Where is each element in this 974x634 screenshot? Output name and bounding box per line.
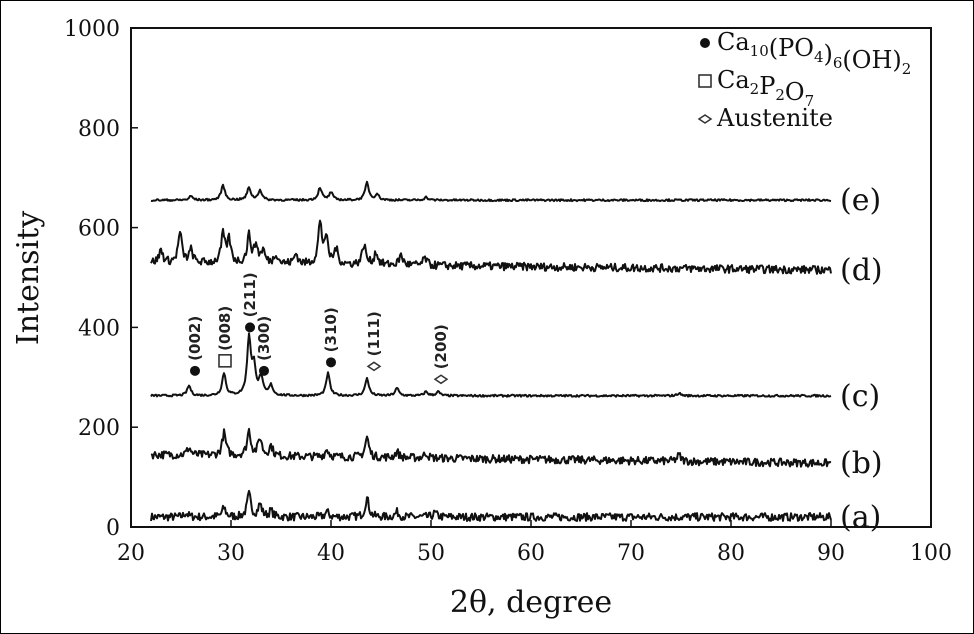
peak-label: (211) [241,272,259,317]
x-tick-label: 70 [617,541,645,566]
legend-text-part: (PO [769,34,814,62]
x-axis-title: 2θ, degree [450,585,612,620]
legend-subscript: 7 [805,92,815,110]
curve-label: (c) [840,379,880,414]
xrd-traces: (a) (b) (c) (d) (e) [150,180,883,535]
x-tick-label: 60 [517,541,545,566]
open-diamond-marker [433,374,449,385]
curve-label: (d) [840,253,883,288]
curve-label: (a) [840,500,881,535]
curve-label: (b) [840,446,883,481]
legend-text-part: (OH) [842,46,901,74]
legend-text-part: Ca [717,66,750,94]
trace-c [150,332,832,398]
x-tick-label: 50 [417,541,445,566]
open-square-legend-marker [698,74,712,88]
y-tick-label: 400 [78,316,120,341]
y-tick-label: 800 [78,117,120,142]
curve-label: (e) [840,183,881,218]
legend-subscript: 2 [902,60,912,78]
x-tick-label: 20 [117,541,145,566]
legend-subscript: 10 [750,42,769,60]
peak-label: (200) [432,324,450,369]
peak-label: (002) [186,316,204,361]
y-axis-title: Intensity [11,211,46,345]
x-tick-label: 90 [817,541,845,566]
trace-e [150,180,832,203]
y-tick-label: 200 [78,416,120,441]
trace-a [150,489,832,522]
trace-b [150,427,832,468]
legend-entry: Ca10(PO4)6(OH)2 [717,28,911,78]
filled-circle-marker [245,322,255,333]
legend-subscript: 4 [814,48,824,66]
legend-subscript: 2 [750,80,760,98]
filled-circle-legend-marker [700,38,710,48]
trace-d [150,219,832,275]
x-tick-label: 100 [910,541,952,566]
filled-circle-marker [259,365,269,376]
legend-entry: Austenite [716,104,833,132]
peak-label: (008) [216,306,234,351]
legend-text-part: Austenite [716,104,833,132]
peak-annotations: (002) (008) (211)(300) (310) (111) (200) [186,272,450,385]
open-diamond-marker [366,361,382,372]
peak-label: (111) [365,311,383,356]
open-square-marker [218,354,232,368]
peak-label: (300) [255,316,273,361]
open-diamond-legend-marker [697,114,713,124]
y-tick-label: 600 [78,217,120,242]
filled-circle-marker [326,357,336,368]
y-tick-label: 1000 [64,17,120,42]
legend-text-part: ) [824,40,833,68]
legend-subscript: 6 [833,54,843,72]
legend-text-part: O [785,78,805,106]
x-tick-label: 30 [217,541,245,566]
legend-subscript: 2 [775,86,785,104]
y-tick-label: 0 [106,516,120,541]
filled-circle-marker [190,365,200,376]
x-tick-label: 40 [317,541,345,566]
legend-text-part: Ca [717,28,750,56]
peak-label: (310) [322,307,340,352]
x-tick-label: 80 [717,541,745,566]
legend-entry: Ca2P2O7 [717,66,814,110]
legend-text-part: P [759,72,775,100]
